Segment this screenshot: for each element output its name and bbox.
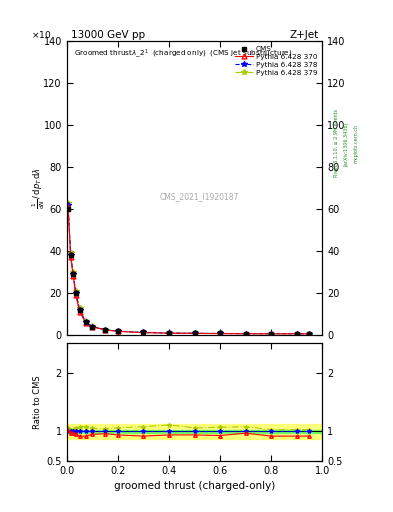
Y-axis label: $\frac{1}{\mathrm{d}N}\,/\,\mathrm{d}p_T\,\mathrm{d}\lambda$: $\frac{1}{\mathrm{d}N}\,/\,\mathrm{d}p_T… xyxy=(31,167,48,209)
Y-axis label: Ratio to CMS: Ratio to CMS xyxy=(33,375,42,429)
Text: Groomed thrust$\lambda\_2^1$  (charged only)  (CMS jet substructure): Groomed thrust$\lambda\_2^1$ (charged on… xyxy=(75,47,293,59)
Bar xyxy=(67,430,322,433)
Text: Z+Jet: Z+Jet xyxy=(289,30,318,40)
Text: CMS_2021_I1920187: CMS_2021_I1920187 xyxy=(160,193,239,201)
Bar xyxy=(67,424,322,439)
X-axis label: groomed thrust (charged-only): groomed thrust (charged-only) xyxy=(114,481,275,491)
Text: 13000 GeV pp: 13000 GeV pp xyxy=(71,30,145,40)
Text: mcplots.cern.ch: mcplots.cern.ch xyxy=(353,124,358,163)
Legend: CMS, Pythia 6.428 370, Pythia 6.428 378, Pythia 6.428 379: CMS, Pythia 6.428 370, Pythia 6.428 378,… xyxy=(233,45,319,77)
Text: Rivet 3.1.10, ≥ 2.9M events: Rivet 3.1.10, ≥ 2.9M events xyxy=(334,109,338,178)
Text: $\times 10$: $\times 10$ xyxy=(31,29,51,40)
Text: [arXiv:1306.3436]: [arXiv:1306.3436] xyxy=(343,121,348,165)
